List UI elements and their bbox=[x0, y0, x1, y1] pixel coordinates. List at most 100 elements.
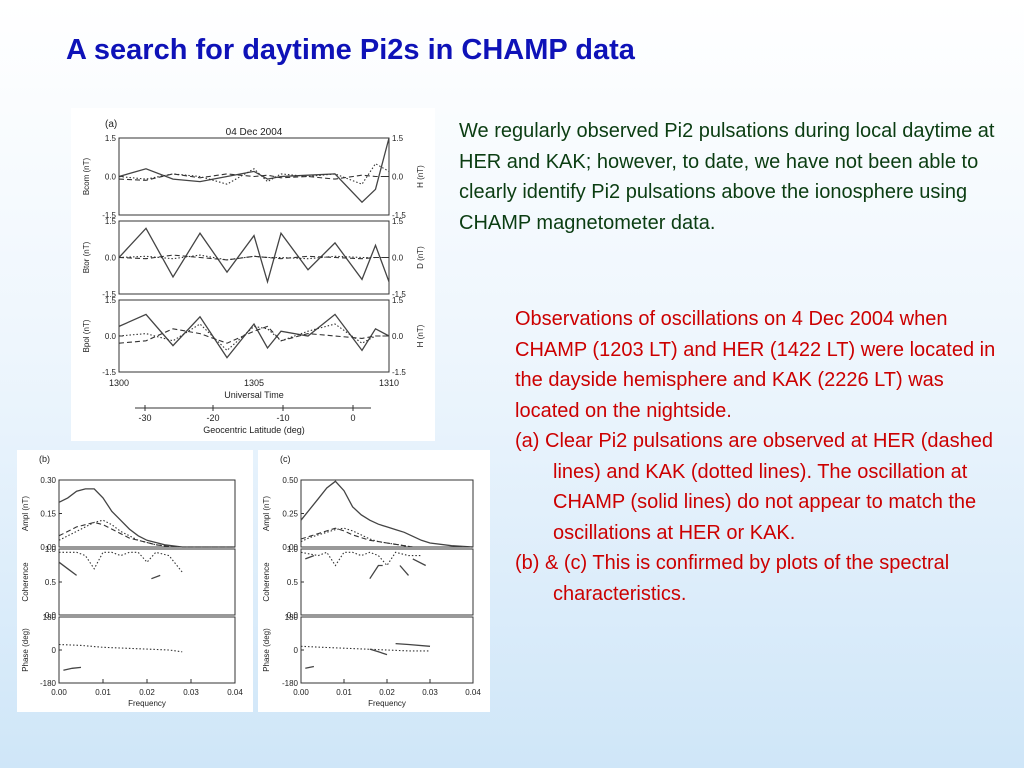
figure-panel-c: (c) 0.50 0.25 0.00 Ampl (nT) 1.0 0.5 0.0 Coheren… bbox=[258, 450, 490, 712]
series-line-solid bbox=[412, 558, 426, 567]
subplot-frame bbox=[300, 479, 474, 548]
y-tick-label: 180 bbox=[43, 613, 57, 622]
series-line-dashed bbox=[58, 521, 235, 548]
y-tick-label: 1.0 bbox=[287, 545, 299, 554]
list-item-b-c: (b) & (c) This is confirmed by plots of … bbox=[515, 552, 950, 605]
secondary-x-axis-label: Geocentric Latitude (deg) bbox=[203, 425, 305, 435]
series-line-solid bbox=[395, 642, 431, 647]
series-line-dotted bbox=[118, 254, 389, 261]
x-tick-label: 0.01 bbox=[95, 688, 111, 697]
secondary-x-tick-label: -20 bbox=[206, 413, 219, 423]
series-line-solid bbox=[118, 137, 390, 204]
y-tick-label-left: 1.5 bbox=[105, 134, 117, 143]
series-line-solid bbox=[151, 574, 161, 580]
x-tick-label: 0.00 bbox=[293, 688, 309, 697]
series-line-dotted bbox=[58, 643, 183, 653]
x-tick-label: 0.03 bbox=[183, 688, 199, 697]
y-tick-label-left: -1.5 bbox=[102, 290, 116, 299]
y-tick-label: 0.50 bbox=[282, 476, 298, 485]
y-axis-label-right: D (nT) bbox=[416, 246, 425, 269]
secondary-x-tick-label: 0 bbox=[350, 413, 355, 423]
subplot-frame bbox=[300, 548, 474, 616]
panel-label: (a) bbox=[105, 119, 117, 130]
series-line-dotted bbox=[58, 519, 235, 548]
y-tick-label-right: -1.5 bbox=[392, 211, 406, 220]
y-tick-label-left: 0.0 bbox=[105, 332, 117, 341]
series-line-solid bbox=[63, 666, 82, 671]
y-tick-label-left: -1.5 bbox=[102, 211, 116, 220]
x-axis-label: Frequency bbox=[368, 699, 406, 708]
series-line-solid bbox=[118, 313, 390, 359]
y-axis-label: Ampl (nT) bbox=[21, 496, 30, 531]
series-line-dashed bbox=[118, 254, 389, 261]
subplot-frame bbox=[58, 479, 236, 548]
y-tick-label-right: 0.0 bbox=[392, 254, 404, 263]
secondary-x-tick-label: -10 bbox=[276, 413, 289, 423]
y-axis-label: Phase (deg) bbox=[262, 628, 271, 672]
subplot-frame bbox=[300, 616, 474, 684]
x-tick-label: 1305 bbox=[244, 378, 264, 388]
series-line-solid bbox=[369, 564, 383, 580]
y-tick-label-right: 1.5 bbox=[392, 134, 404, 143]
subplot-frame bbox=[58, 616, 236, 684]
y-tick-label: 0.5 bbox=[287, 578, 299, 587]
y-tick-label: 0 bbox=[294, 646, 299, 655]
y-tick-label-left: 1.5 bbox=[105, 217, 117, 226]
x-tick-label: 1300 bbox=[109, 378, 129, 388]
y-tick-label-left: 0.0 bbox=[105, 254, 117, 263]
x-tick-label: 0.02 bbox=[379, 688, 395, 697]
series-line-dotted bbox=[300, 551, 422, 567]
chart-title: 04 Dec 2004 bbox=[226, 127, 283, 138]
series-line-solid bbox=[369, 648, 388, 656]
figure-panel-b: (b) 0.30 0.15 0.00 Ampl (nT) 1.0 0.5 0.0 Coheren… bbox=[17, 450, 253, 712]
x-axis-label: Frequency bbox=[128, 699, 166, 708]
subplot-frame bbox=[58, 548, 236, 616]
x-tick-label: 0.01 bbox=[336, 688, 352, 697]
y-axis-label: Ampl (nT) bbox=[262, 496, 271, 531]
series-line-solid bbox=[118, 227, 390, 285]
y-tick-label: 180 bbox=[285, 613, 299, 622]
spectral-chart-c: (c) 0.50 0.25 0.00 Ampl (nT) 1.0 0.5 0.0 Coheren… bbox=[262, 454, 481, 708]
y-axis-label: Phase (deg) bbox=[21, 628, 30, 672]
subplot-frame bbox=[118, 220, 390, 295]
spectral-chart-b: (b) 0.30 0.15 0.00 Ampl (nT) 1.0 0.5 0.0 Coheren… bbox=[21, 454, 243, 708]
series-line-solid bbox=[305, 554, 315, 560]
y-tick-label: 0.00 bbox=[40, 543, 56, 552]
x-tick-label: 1310 bbox=[379, 378, 399, 388]
series-line-dashed bbox=[118, 325, 389, 344]
y-axis-label: Coherence bbox=[21, 562, 30, 602]
series-line-solid bbox=[58, 488, 235, 548]
panel-label: (b) bbox=[39, 454, 50, 464]
y-tick-label-left: 1.5 bbox=[105, 296, 117, 305]
y-axis-label-left: Btor (nT) bbox=[82, 241, 91, 273]
y-tick-label: -180 bbox=[282, 679, 299, 688]
y-axis-label-right: H (nT) bbox=[416, 165, 425, 188]
panel-label: (c) bbox=[280, 454, 291, 464]
x-tick-label: 0.02 bbox=[139, 688, 155, 697]
y-axis-label-left: Bcom (nT) bbox=[82, 158, 91, 196]
series-line-dashed bbox=[300, 527, 473, 548]
y-tick-label-left: -1.5 bbox=[102, 368, 116, 377]
y-tick-label: 0 bbox=[52, 646, 57, 655]
x-tick-label: 0.03 bbox=[422, 688, 438, 697]
slide-title: A search for daytime Pi2s in CHAMP data bbox=[66, 34, 635, 66]
y-tick-label: 0.0 bbox=[287, 611, 299, 620]
y-tick-label-right: 1.5 bbox=[392, 217, 404, 226]
y-axis-label: Coherence bbox=[262, 562, 271, 602]
y-tick-label-right: 0.0 bbox=[392, 332, 404, 341]
y-tick-label-left: 0.0 bbox=[105, 173, 117, 182]
series-line-dotted bbox=[59, 551, 183, 573]
time-series-chart: (a) 04 Dec 2004 1.5 1.5 0.0 0.0 -1.5 -1.5 Bcom (… bbox=[82, 119, 425, 435]
x-tick-label: 0.04 bbox=[227, 688, 243, 697]
observations-paragraph: Observations of oscillations on 4 Dec 20… bbox=[515, 308, 996, 422]
observations-block: Observations of oscillations on 4 Dec 20… bbox=[515, 304, 1005, 609]
y-tick-label: 0.15 bbox=[40, 510, 56, 519]
y-axis-label-left: Bpol (nT) bbox=[82, 319, 91, 352]
list-item-a: (a) Clear Pi2 pulsations are observed at… bbox=[515, 430, 994, 544]
y-tick-label: -180 bbox=[40, 679, 57, 688]
y-tick-label: 1.0 bbox=[45, 545, 57, 554]
series-line-dotted bbox=[300, 645, 430, 652]
figure-panel-a: (a) 04 Dec 2004 1.5 1.5 0.0 0.0 -1.5 -1.5 Bcom (… bbox=[71, 108, 435, 441]
y-tick-label-right: 1.5 bbox=[392, 296, 404, 305]
x-axis-label: Universal Time bbox=[224, 390, 284, 400]
